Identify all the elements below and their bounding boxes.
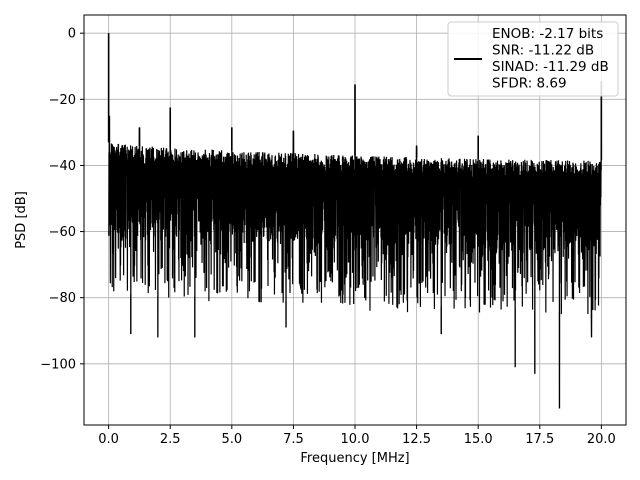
y-axis-ticks: 0 −20 −40 −60 −80 −100 xyxy=(40,27,84,372)
x-tick-label: 0.0 xyxy=(98,432,119,447)
x-tick-label: 12.5 xyxy=(402,432,431,447)
legend-box xyxy=(447,21,619,97)
x-tick-label: 2.5 xyxy=(160,432,181,447)
legend-line: ENOB: -2.17 bits xyxy=(492,26,603,42)
x-axis-title: Frequency [MHz] xyxy=(300,451,409,466)
legend-line: SFDR: 8.69 xyxy=(492,76,567,92)
y-tick-label: −20 xyxy=(49,93,76,108)
x-tick-label: 10.0 xyxy=(341,432,370,447)
legend: ENOB: -2.17 bits SNR: -11.22 dB SINAD: -11… xyxy=(447,21,619,97)
x-tick-label: 7.5 xyxy=(283,432,304,447)
y-tick-label: −100 xyxy=(40,357,76,372)
y-axis-title: PSD [dB] xyxy=(14,191,29,249)
x-axis-ticks: 0.0 2.5 5.0 7.5 10.0 12.5 15.0 17.5 20.0 xyxy=(98,425,616,447)
x-tick-label: 17.5 xyxy=(525,432,554,447)
legend-line: SNR: -11.22 dB xyxy=(492,43,594,59)
series-layer xyxy=(107,33,603,409)
y-tick-label: −40 xyxy=(49,159,76,174)
x-tick-label: 15.0 xyxy=(464,432,493,447)
y-tick-label: −80 xyxy=(49,291,76,306)
y-tick-label: 0 xyxy=(68,27,76,42)
legend-line: SINAD: -11.29 dB xyxy=(492,59,609,75)
x-tick-label: 20.0 xyxy=(587,432,616,447)
legend-entry: ENOB: -2.17 bits SNR: -11.22 dB SINAD: -11… xyxy=(492,26,609,92)
y-tick-label: −60 xyxy=(49,225,76,240)
x-tick-label: 5.0 xyxy=(221,432,242,447)
